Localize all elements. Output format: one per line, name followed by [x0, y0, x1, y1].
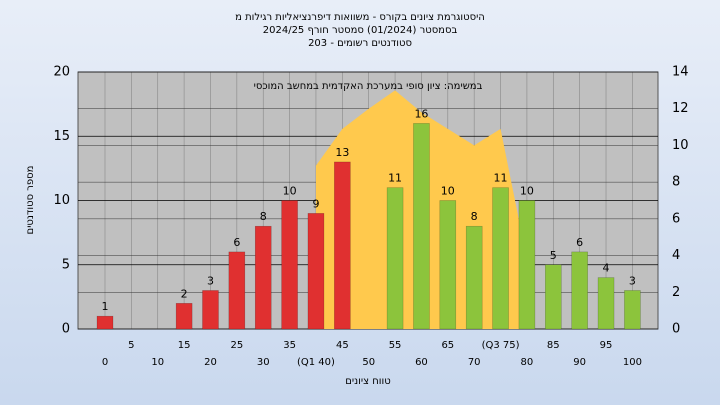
- x-tick-label: 85: [547, 340, 560, 351]
- bar: [597, 277, 615, 330]
- bar: [571, 251, 588, 330]
- data-label: 6: [233, 236, 240, 249]
- data-label: 8: [471, 210, 478, 223]
- x-tick-label: 60: [415, 357, 428, 368]
- x-tick-label: 30: [257, 357, 270, 368]
- x-tick-label: 70: [468, 357, 481, 368]
- y-tick-label: 5: [62, 257, 70, 272]
- x-tick-label: 45: [336, 340, 349, 351]
- x-tick-label: 20: [204, 357, 217, 368]
- x-tick-label: 50: [362, 357, 375, 368]
- bar: [465, 225, 483, 330]
- data-label: 10: [283, 185, 297, 198]
- y-tick-label: 10: [53, 193, 70, 208]
- bar: [228, 251, 246, 330]
- bar: [545, 264, 562, 330]
- x-tick-label: (Q1 40): [297, 357, 335, 368]
- title-line: בסמסטר (01/2024) סמסטר חורף 2024/25: [263, 25, 458, 36]
- data-label: 5: [550, 249, 557, 262]
- bar: [386, 187, 404, 330]
- title-line: סטודנטים רשומים - 203: [308, 38, 412, 49]
- x-tick-label: 100: [623, 357, 642, 368]
- y-tick-label: 20: [53, 65, 70, 80]
- x-axis-label: טווח ציונים: [345, 376, 390, 387]
- x-tick-label: 15: [178, 340, 191, 351]
- x-tick-label: (Q3 75): [482, 340, 520, 351]
- bar: [202, 290, 219, 330]
- data-label: 11: [494, 172, 508, 185]
- y2-tick-label: 2: [672, 285, 680, 300]
- y2-tick-label: 14: [672, 65, 689, 80]
- bar: [334, 161, 351, 330]
- x-tick-label: 5: [128, 340, 134, 351]
- bar: [307, 213, 325, 330]
- bar: [518, 200, 536, 330]
- y2-tick-label: 10: [672, 138, 689, 153]
- bar: [624, 290, 641, 330]
- data-label: 4: [603, 262, 610, 275]
- x-tick-label: 90: [573, 357, 586, 368]
- y-axis-label: מספר סטודנטים: [25, 166, 36, 235]
- bar: [413, 123, 430, 330]
- x-tick-label: 25: [230, 340, 243, 351]
- bar: [492, 187, 509, 330]
- data-label: 6: [576, 236, 583, 249]
- data-label: 3: [207, 274, 214, 287]
- y-tick-label: 0: [62, 322, 70, 337]
- annotation: במשימה: ציון סופי במערכת האקדמית במחשב ה…: [254, 81, 483, 92]
- bar: [96, 315, 114, 330]
- y2-tick-label: 0: [672, 322, 680, 337]
- y2-tick-label: 4: [672, 248, 680, 263]
- x-tick-label: 35: [283, 340, 296, 351]
- y-tick-label: 15: [53, 129, 70, 144]
- y2-tick-label: 6: [672, 211, 680, 226]
- data-label: 11: [388, 172, 402, 185]
- bar: [175, 303, 193, 330]
- data-label: 1: [102, 300, 109, 313]
- bar: [439, 200, 457, 330]
- data-label: 2: [181, 287, 188, 300]
- x-tick-label: 80: [521, 357, 534, 368]
- x-tick-label: 0: [102, 357, 108, 368]
- bar: [281, 200, 298, 330]
- y2-tick-label: 8: [672, 175, 680, 190]
- data-label: 16: [414, 107, 428, 120]
- data-label: 3: [629, 274, 636, 287]
- y2-tick-label: 12: [672, 101, 689, 116]
- data-label: 9: [312, 197, 319, 210]
- title-line: היסטוגרמת ציונים בקורס - משוואות דיפרנצי…: [235, 12, 485, 23]
- bar: [254, 225, 272, 330]
- x-tick-label: 95: [600, 340, 613, 351]
- x-tick-label: 10: [151, 357, 164, 368]
- data-label: 13: [335, 146, 349, 159]
- data-label: 8: [260, 210, 267, 223]
- data-label: 10: [441, 185, 455, 198]
- x-tick-label: 55: [389, 340, 402, 351]
- x-tick-label: 65: [441, 340, 454, 351]
- data-label: 10: [520, 185, 534, 198]
